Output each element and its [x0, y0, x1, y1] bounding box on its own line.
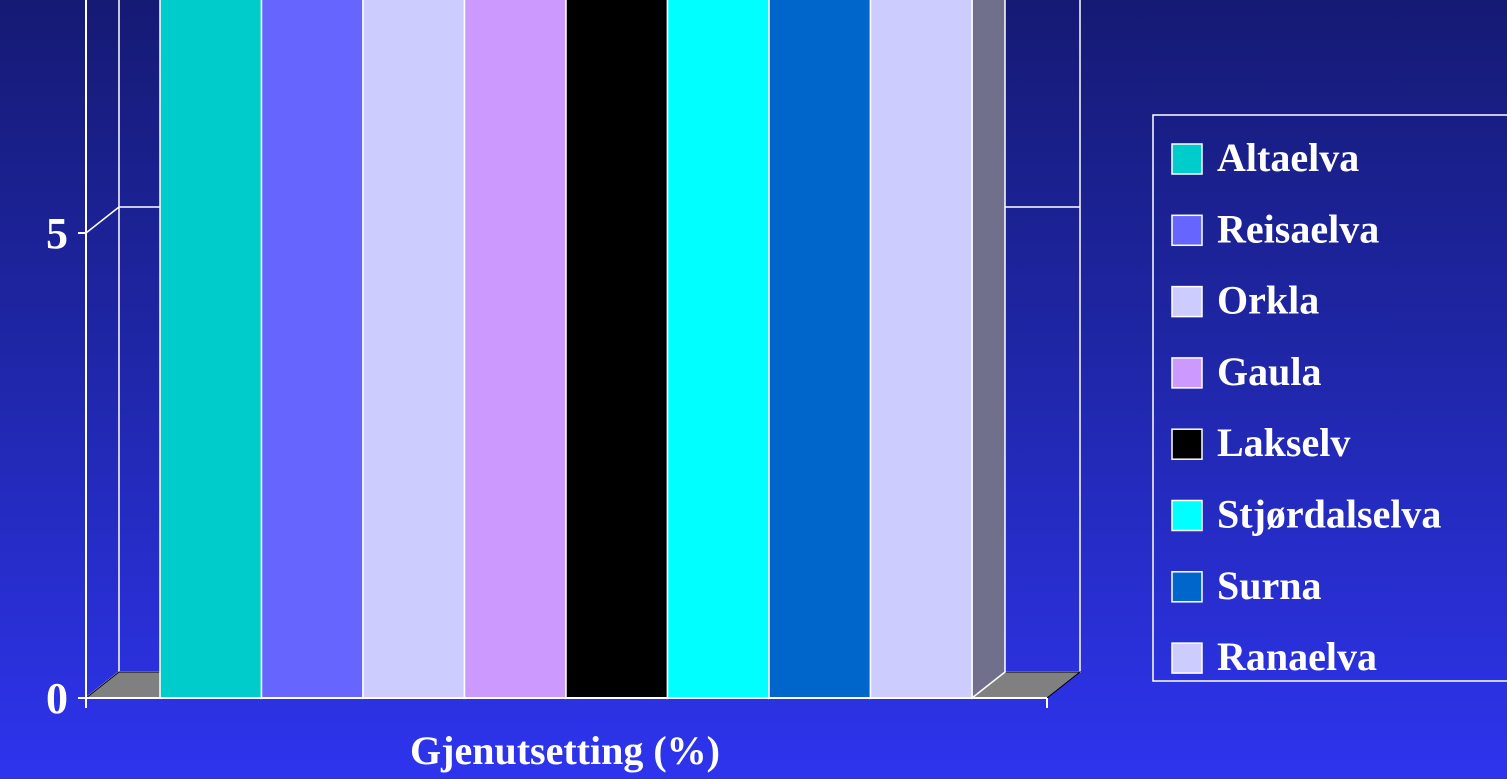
legend-item: Surna	[1171, 563, 1322, 608]
legend-swatch	[1171, 214, 1203, 247]
legend-label: Surna	[1217, 563, 1322, 608]
bar-front	[260, 0, 364, 699]
wall-gridline	[85, 206, 120, 234]
legend-swatch	[1171, 428, 1203, 460]
legend-item: Gaula	[1171, 349, 1321, 394]
legend-item: Ranaelva	[1171, 634, 1377, 679]
legend-swatch	[1171, 357, 1203, 389]
legend-swatch	[1171, 285, 1203, 318]
legend-swatch	[1171, 143, 1203, 175]
legend-swatch	[1171, 642, 1203, 674]
legend: Altaelva Reisaelva Orkla Gaula Lakselv Stjørd…	[1152, 114, 1507, 682]
y-axis	[78, 0, 1048, 708]
x-axis-title: Gjenutsetting (%)	[410, 728, 720, 773]
bar-front	[159, 0, 263, 699]
bar-front	[666, 0, 770, 699]
y-tick-label: 0	[46, 674, 68, 723]
legend-box	[1152, 114, 1507, 682]
bar-front	[463, 0, 567, 699]
legend-swatch	[1171, 499, 1203, 532]
y-tick-labels: 05101520253035	[46, 209, 68, 723]
legend-label: Reisaelva	[1217, 206, 1379, 251]
bar-ranaelva	[869, 0, 1006, 700]
legend-item: Orkla	[1171, 278, 1319, 323]
legend-label: Lakselv	[1217, 420, 1350, 465]
legend-swatch	[1171, 571, 1203, 603]
legend-label: Gaula	[1217, 349, 1321, 394]
legend-item: Stjørdalselva	[1171, 492, 1441, 537]
legend-label: Orkla	[1217, 278, 1319, 323]
legend-item: Reisaelva	[1171, 206, 1379, 251]
bar-front	[768, 0, 872, 699]
bar-side	[971, 0, 1006, 700]
bar-front	[869, 0, 973, 699]
bar-front	[362, 0, 466, 699]
bars	[159, 0, 1006, 700]
legend-label: Ranaelva	[1217, 634, 1377, 679]
y-tick-label: 5	[46, 209, 68, 258]
legend-label: Stjørdalselva	[1217, 492, 1441, 537]
bar-front	[565, 0, 669, 699]
legend-label: Altaelva	[1217, 135, 1359, 180]
legend-item: Altaelva	[1171, 135, 1359, 180]
legend-item: Lakselv	[1171, 420, 1350, 465]
